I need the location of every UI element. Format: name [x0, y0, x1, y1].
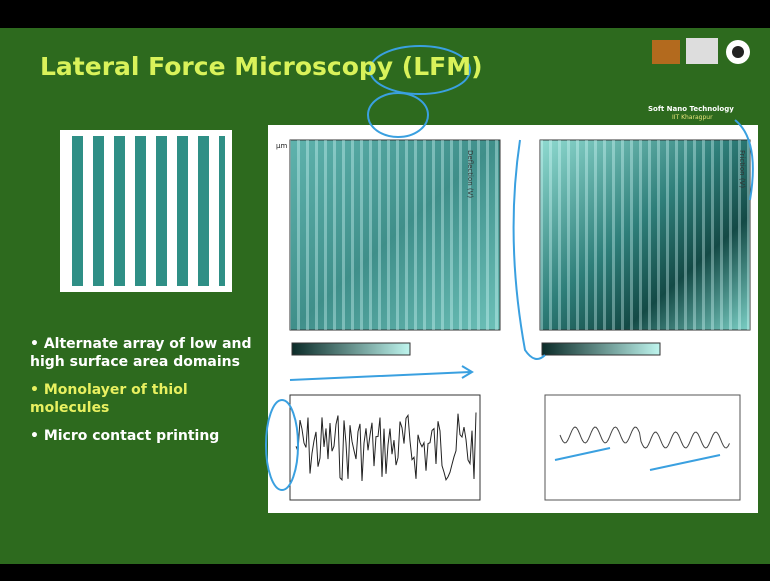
bullet: Micro contact printing: [30, 427, 255, 445]
page: Lateral Force Microscopy (LFM) Soft Nano…: [0, 0, 770, 581]
logo-text: Soft Nano Technology: [648, 105, 734, 113]
logo-subtext: IIT Kharagpur: [672, 114, 713, 121]
slide-graphics: [0, 0, 770, 581]
bullet: Monolayer of thiol molecules: [30, 381, 255, 417]
bullet: Alternate array of low and high surface …: [30, 335, 255, 371]
slide-title: Lateral Force Microscopy (LFM): [40, 52, 483, 81]
bullet-list: Alternate array of low and high surface …: [30, 335, 255, 455]
afm-texture: [540, 140, 750, 330]
axis-unit: µm: [276, 142, 287, 150]
logo-icon: [732, 46, 744, 58]
screen: Lateral Force Microscopy (LFM) Soft Nano…: [0, 0, 770, 581]
logo-icon: [652, 40, 680, 64]
image-label: Friction (V): [738, 150, 746, 188]
image-label: Deflection (V): [466, 150, 474, 198]
colorbar: [542, 343, 660, 355]
colorbar: [292, 343, 410, 355]
stripe-pattern: [67, 136, 225, 286]
logo-icon: [686, 38, 718, 64]
